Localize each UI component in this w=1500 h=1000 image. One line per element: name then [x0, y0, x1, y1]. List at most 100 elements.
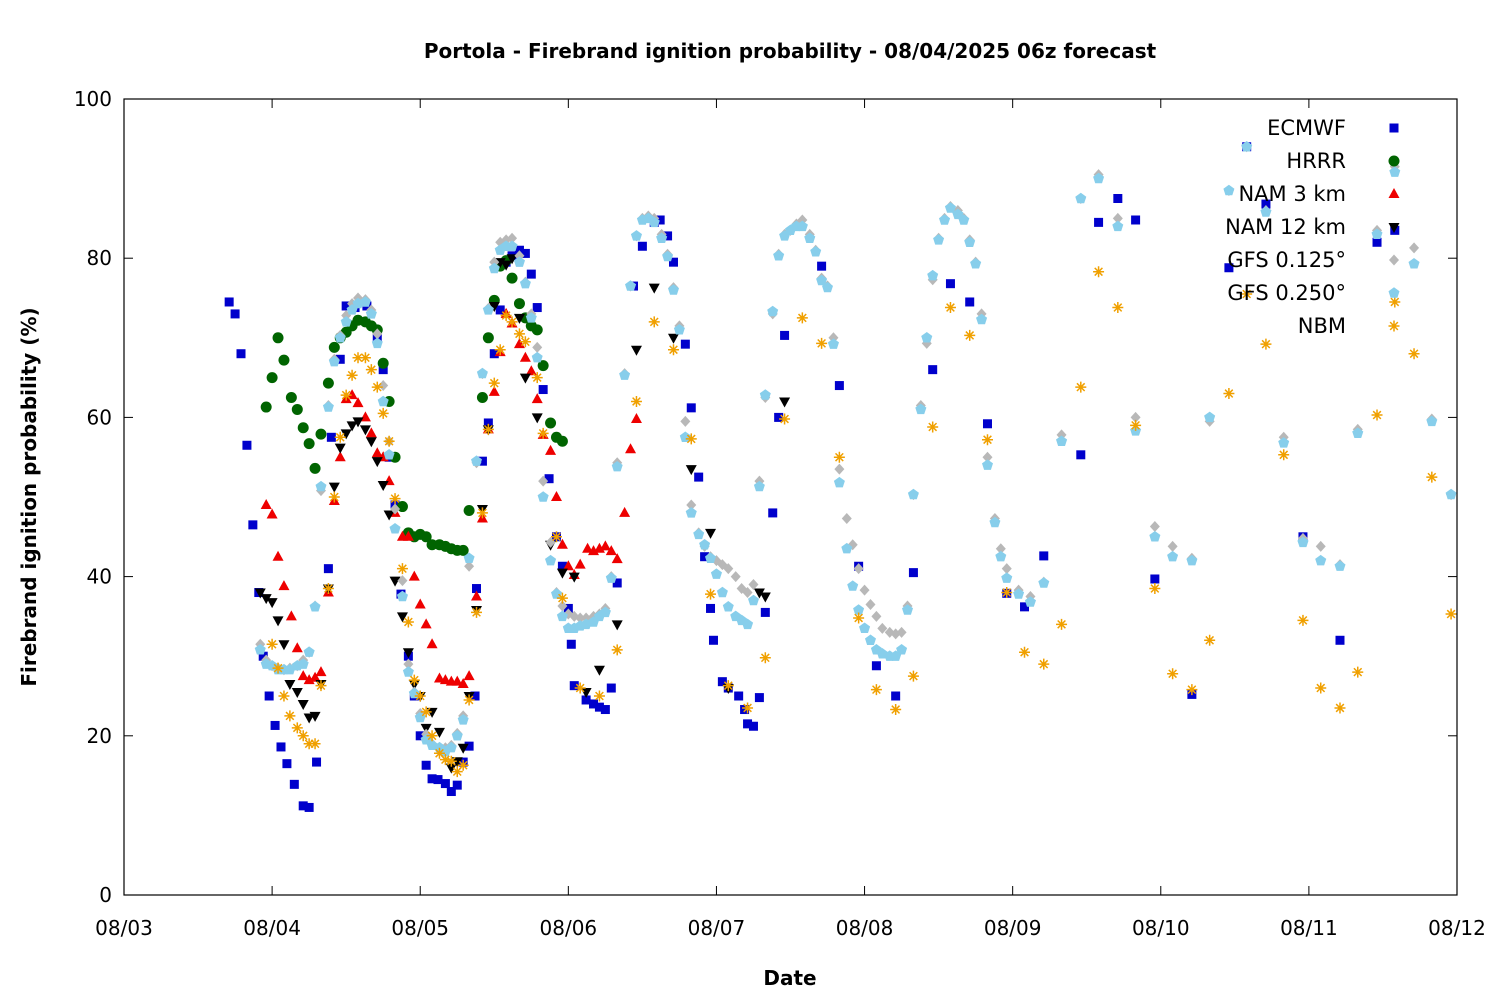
data-point — [1426, 415, 1438, 427]
data-point — [648, 316, 660, 328]
data-point — [1075, 381, 1087, 393]
data-point — [625, 443, 637, 454]
data-point — [513, 298, 525, 310]
data-point — [377, 357, 389, 369]
data-point — [637, 241, 647, 251]
data-point — [359, 425, 371, 436]
data-point — [1024, 596, 1036, 607]
data-point — [284, 680, 296, 691]
data-point — [334, 332, 346, 343]
data-point — [556, 610, 568, 622]
data-point — [1056, 618, 1068, 630]
data-point — [939, 214, 951, 225]
data-point — [964, 236, 976, 247]
data-point — [630, 412, 642, 423]
data-point — [297, 730, 309, 742]
data-point — [476, 507, 488, 519]
data-point — [594, 702, 604, 712]
data-point — [753, 480, 765, 492]
data-point — [1315, 554, 1327, 566]
data-point — [457, 759, 469, 771]
data-point — [341, 301, 351, 311]
x-tick-label: 08/05 — [391, 916, 449, 940]
data-point — [1013, 588, 1025, 599]
data-point — [890, 704, 902, 716]
data-point — [1149, 520, 1160, 532]
data-point — [1260, 206, 1272, 217]
data-point — [685, 507, 697, 518]
data-point — [680, 339, 690, 349]
data-point — [754, 693, 764, 703]
data-point — [1335, 635, 1345, 645]
data-point — [841, 542, 853, 554]
legend-label: GFS 0.125° — [1227, 248, 1346, 272]
data-point — [1352, 427, 1364, 438]
data-point — [1149, 531, 1161, 542]
data-point — [774, 412, 784, 422]
data-point — [1019, 646, 1031, 658]
data-point — [297, 670, 309, 681]
data-point — [303, 738, 315, 750]
data-point — [877, 622, 888, 634]
data-point — [309, 601, 321, 612]
data-point — [1224, 263, 1234, 273]
data-point — [928, 365, 938, 375]
data-point — [254, 588, 266, 599]
data-point — [278, 690, 290, 702]
data-point — [1112, 212, 1123, 224]
data-point — [779, 413, 791, 425]
data-point — [457, 743, 469, 754]
data-point — [976, 313, 988, 325]
data-point — [451, 730, 463, 741]
data-point — [371, 447, 383, 458]
data-point — [282, 759, 292, 769]
data-point — [420, 734, 432, 745]
data-point — [519, 277, 531, 289]
legend-label: NAM 3 km — [1238, 182, 1346, 206]
legend-marker — [1389, 254, 1399, 266]
data-point — [859, 622, 871, 633]
data-point — [545, 554, 557, 566]
data-point — [907, 488, 919, 500]
data-point — [531, 351, 543, 363]
data-point — [575, 612, 586, 624]
data-point — [272, 550, 284, 561]
data-point — [446, 787, 456, 797]
data-point — [538, 385, 548, 395]
legend-marker — [1389, 123, 1399, 133]
data-point — [1352, 666, 1364, 678]
data-point — [1093, 172, 1105, 184]
data-point — [759, 652, 771, 664]
data-point — [1038, 577, 1050, 588]
data-point — [748, 594, 759, 606]
data-point — [383, 449, 395, 460]
data-point — [309, 738, 321, 750]
legend-marker — [1388, 188, 1400, 198]
data-point — [593, 690, 605, 702]
data-point — [1371, 409, 1383, 421]
data-point — [796, 312, 808, 324]
data-point — [463, 505, 475, 517]
data-point — [426, 707, 438, 718]
data-point — [415, 731, 425, 741]
data-point — [611, 644, 623, 656]
data-point — [995, 550, 1007, 562]
data-point — [433, 775, 443, 785]
data-point — [759, 389, 771, 400]
data-point — [452, 780, 462, 790]
data-point — [574, 558, 586, 569]
data-point — [463, 694, 475, 706]
data-point — [833, 451, 845, 463]
data-point — [312, 757, 322, 767]
data-point — [471, 590, 483, 601]
data-point — [982, 451, 993, 463]
data-point — [297, 658, 309, 669]
data-point — [383, 435, 395, 447]
data-point — [655, 215, 665, 225]
data-point — [896, 644, 908, 655]
data-point — [1334, 560, 1346, 571]
data-point — [1408, 348, 1420, 360]
data-point — [440, 779, 450, 789]
data-point — [1113, 194, 1123, 203]
data-point — [1371, 228, 1383, 239]
